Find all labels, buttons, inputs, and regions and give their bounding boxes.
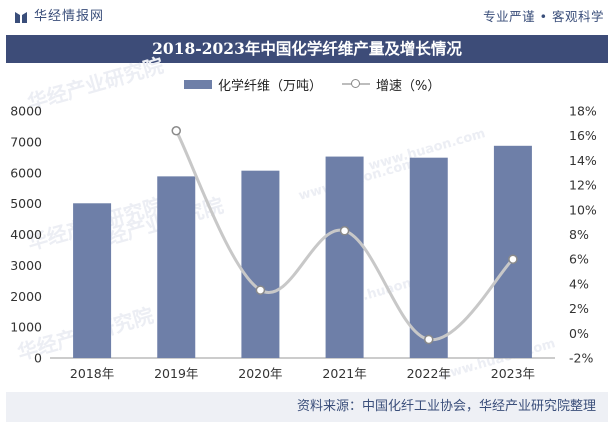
legend-bar-label: 化学纤维（万吨） [218, 78, 323, 94]
x-axis-tick-label: 2018年 [70, 366, 114, 381]
right-axis-tick-label: 8% [569, 227, 589, 242]
right-axis-tick-label: 12% [569, 178, 597, 193]
left-axis-tick-label: 8000 [10, 104, 42, 119]
x-axis-tick-label: 2023年 [491, 366, 535, 381]
bar [409, 157, 448, 358]
x-axis-labels: 2018年 2019年 2020年 2021年 2022年 2023年 [70, 366, 535, 381]
left-axis-tick-label: 3000 [10, 258, 42, 273]
line-point [508, 254, 518, 264]
left-axis-tick-label: 6000 [10, 165, 42, 180]
x-axis-tick-label: 2020年 [238, 366, 282, 381]
left-axis-tick-label: 4000 [10, 227, 42, 242]
legend-item-bar: 化学纤维（万吨） [184, 74, 322, 94]
x-axis-tick-label: 2021年 [322, 366, 366, 381]
source-note: 资料来源：中国化纤工业协会，华经产业研究院整理 [296, 399, 596, 414]
top-bar: 华经情报网 专业严谨 • 客观科学 [0, 0, 614, 34]
bar [73, 203, 112, 358]
right-axis-tick-label: 18% [569, 104, 597, 119]
line-point [339, 226, 350, 236]
right-axis-tick-label: 4% [569, 276, 589, 291]
logo-text: 华经情报网 [34, 9, 105, 24]
source-band: 资料来源：中国化纤工业协会，华经产业研究院整理 [6, 392, 608, 422]
legend-item-line: 增速（%） [342, 74, 440, 94]
growth-line-series [171, 126, 518, 345]
x-axis-tick-label: 2022年 [407, 366, 451, 381]
bar [241, 170, 280, 358]
right-axis-tick-label: 16% [569, 128, 597, 143]
right-axis-tick-label: 6% [569, 252, 589, 267]
right-axis-tick-label: -2% [569, 351, 593, 366]
chart-axes: 0 1000 2000 3000 4000 5000 6000 7000 8000 -2% 0% 2%… [10, 104, 597, 366]
title-band: 2018-2023年中国化学纤维产量及增长情况 [6, 35, 608, 63]
chart-title: 2018-2023年中国化学纤维产量及增长情况 [152, 39, 462, 58]
right-axis-tick-label: 2% [569, 301, 589, 316]
right-axis-tick-label: 0% [569, 326, 589, 341]
bar [325, 156, 364, 358]
brand-logo: 华经情报网 [14, 9, 104, 25]
slogan: 专业严谨 • 客观科学 [483, 9, 604, 24]
line-point [255, 285, 266, 295]
left-axis-tick-label: 2000 [10, 289, 42, 304]
left-axis-tick-label: 0 [34, 351, 42, 366]
bar [493, 145, 532, 358]
line-point [424, 334, 434, 345]
legend: 化学纤维（万吨） 增速（%） [0, 74, 614, 94]
logo-icon [15, 12, 27, 23]
bar-series [73, 145, 532, 358]
right-axis-tick-label: 14% [569, 153, 597, 168]
left-axis-tick-label: 1000 [10, 320, 42, 335]
left-axis-tick-label: 5000 [10, 196, 42, 211]
legend-line-label: 增速（%） [376, 78, 441, 94]
line-point [171, 126, 181, 136]
bar [157, 176, 196, 358]
legend-bar-swatch [184, 79, 212, 89]
legend-line-swatch [342, 77, 370, 91]
x-axis-tick-label: 2019年 [154, 366, 198, 381]
right-axis-tick-label: 10% [569, 202, 597, 217]
left-axis-tick-label: 7000 [10, 134, 42, 149]
